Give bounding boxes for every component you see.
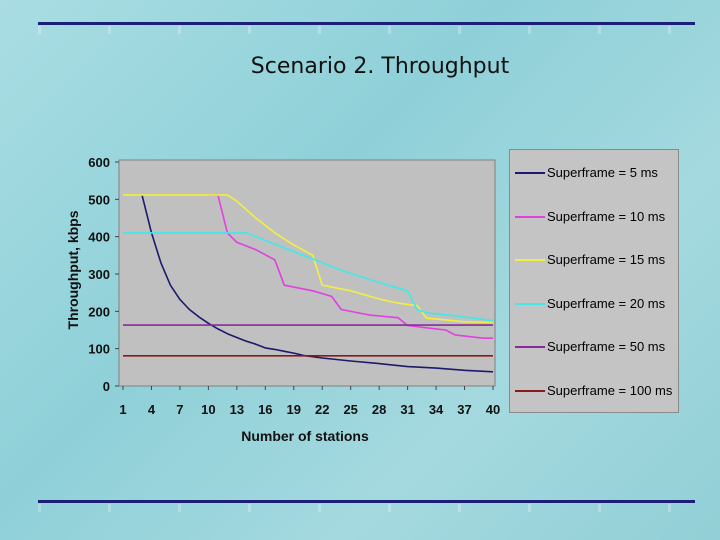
y-tick-label: 600: [88, 155, 110, 170]
x-tick-label: 13: [230, 402, 244, 417]
series-line-1: [141, 194, 494, 373]
slide-title: Scenario 2. Throughput: [250, 54, 510, 79]
bottom-rule: [38, 500, 695, 512]
x-tick-label: 4: [148, 402, 156, 417]
y-tick-label: 300: [88, 267, 110, 282]
legend-item: Superframe = 100 ms: [510, 380, 678, 400]
legend-item: Superframe = 20 ms: [510, 293, 678, 313]
y-tick-label: 200: [88, 304, 110, 319]
x-tick-label: 40: [486, 402, 500, 417]
x-tick-label: 28: [372, 402, 386, 417]
legend-label: Superframe = 50 ms: [547, 339, 666, 354]
legend-label: Superframe = 20 ms: [547, 296, 666, 311]
x-tick-label: 19: [287, 402, 301, 417]
legend-item: Superframe = 15 ms: [510, 249, 678, 269]
series-line-3: [123, 194, 494, 324]
x-tick-label: 25: [343, 402, 357, 417]
x-tick-label: 10: [201, 402, 215, 417]
x-tick-label: 1: [119, 402, 126, 417]
x-axis-label: Number of stations: [241, 428, 369, 444]
legend-swatch: [515, 216, 545, 218]
x-tick-label: 16: [258, 402, 272, 417]
legend-label: Superframe = 100 ms: [547, 383, 673, 398]
legend-swatch: [515, 172, 545, 174]
y-tick-label: 400: [88, 230, 110, 245]
x-tick-label: 7: [176, 402, 183, 417]
legend-item: Superframe = 50 ms: [510, 336, 678, 356]
legend-swatch: [515, 259, 545, 261]
x-tick-label: 22: [315, 402, 329, 417]
top-rule: [38, 22, 695, 34]
x-tick-label: 31: [400, 402, 414, 417]
legend-swatch: [515, 390, 545, 392]
series-line-4: [123, 232, 494, 322]
y-tick-label: 500: [88, 192, 110, 207]
y-tick-label: 100: [88, 342, 110, 357]
legend-label: Superframe = 10 ms: [547, 209, 666, 224]
legend-label: Superframe = 15 ms: [547, 252, 666, 267]
x-tick-label: 34: [429, 402, 444, 417]
legend-label: Superframe = 5 ms: [547, 165, 658, 180]
plot-area: [118, 159, 496, 387]
x-tick-label: 37: [457, 402, 471, 417]
legend-swatch: [515, 303, 545, 305]
legend-item: Superframe = 10 ms: [510, 206, 678, 226]
series-line-2: [208, 194, 493, 340]
legend-swatch: [515, 346, 545, 348]
y-axis-label: Throughput, kbps: [65, 210, 81, 329]
chart-legend: Superframe = 5 ms Superframe = 10 ms Super…: [509, 149, 679, 413]
y-tick-label: 0: [103, 379, 110, 394]
legend-item: Superframe = 5 ms: [510, 162, 678, 182]
